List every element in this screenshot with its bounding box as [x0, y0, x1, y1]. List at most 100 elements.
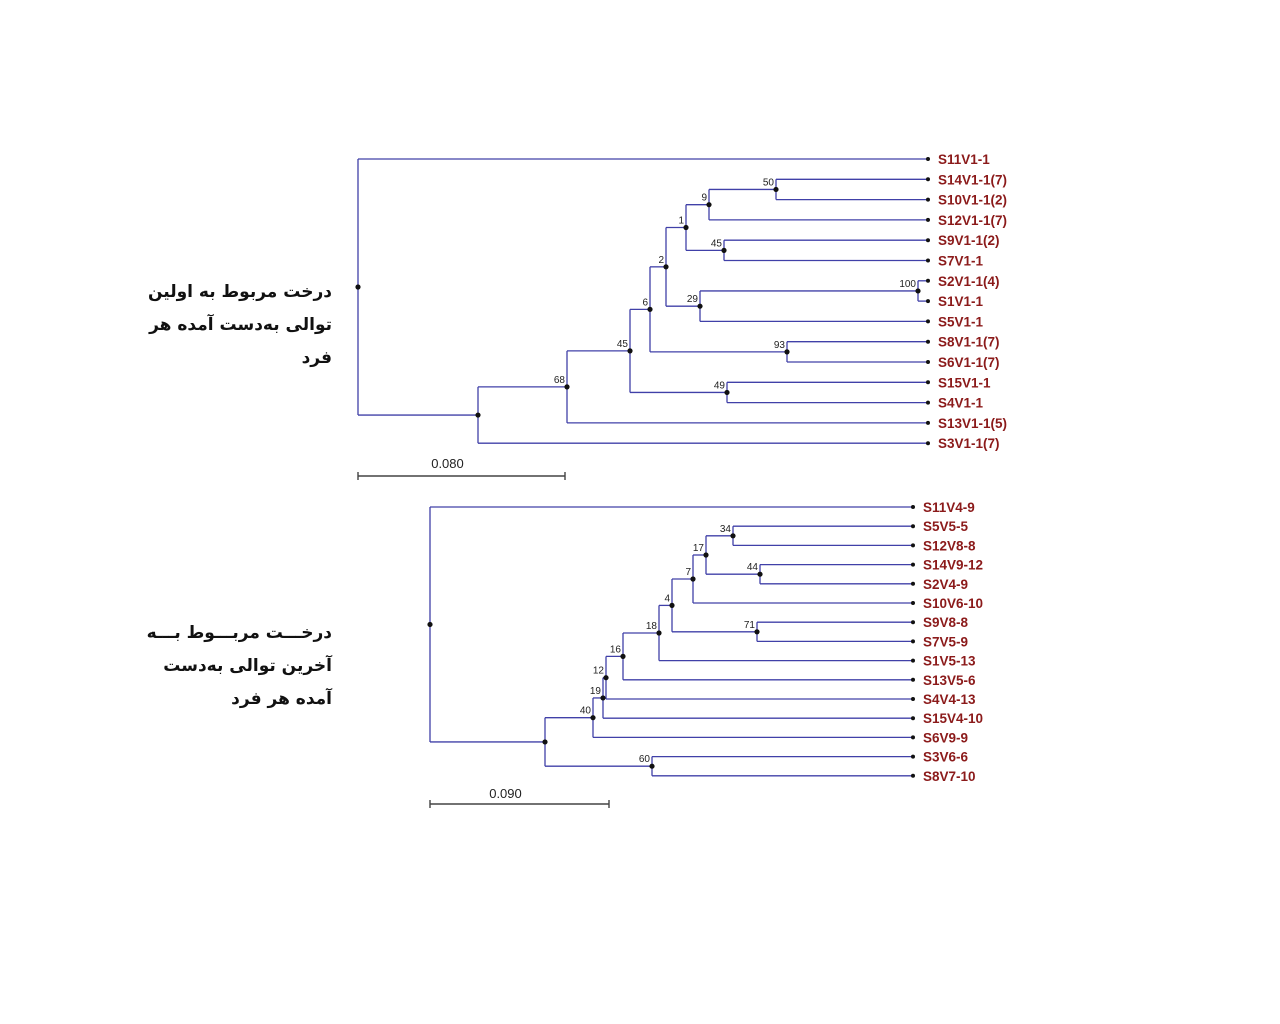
node-dot [590, 715, 596, 721]
leaf-label: S1V5-13 [923, 654, 976, 669]
leaf-label: S4V4-13 [923, 692, 976, 707]
leaf-dot [911, 677, 915, 682]
leaf-dot [911, 754, 915, 759]
leaf-dot [926, 217, 930, 222]
node-dot [690, 576, 696, 582]
node-dot [663, 264, 669, 270]
leaf-label: S4V1-1 [938, 396, 984, 411]
bootstrap-label: 16 [610, 644, 622, 655]
node-dot [754, 629, 760, 635]
leaf-dot [926, 400, 930, 405]
leaf-dot [911, 658, 915, 663]
bootstrap-label: 1 [678, 216, 684, 227]
leaf-label: S5V5-5 [923, 519, 969, 534]
bootstrap-label: 29 [687, 294, 699, 305]
leaf-dot [911, 562, 915, 567]
bootstrap-label: 68 [554, 375, 566, 386]
bootstrap-label: 71 [744, 620, 756, 631]
node-dot [757, 571, 763, 577]
leaf-label: S12V1-1(7) [938, 213, 1007, 228]
bootstrap-label: 45 [617, 339, 629, 350]
leaf-dot [911, 524, 915, 529]
leaf-label: S11V4-9 [923, 500, 975, 515]
leaf-label: S3V6-6 [923, 750, 969, 765]
scale-bar-label: 0.080 [431, 456, 464, 471]
bootstrap-label: 19 [590, 686, 602, 697]
leaf-label: S10V1-1(2) [938, 193, 1007, 208]
node-dot [669, 602, 675, 609]
leaf-label: S14V9-12 [923, 558, 983, 573]
leaf-label: S13V1-1(5) [938, 416, 1007, 431]
leaf-label: S6V1-1(7) [938, 355, 1000, 370]
bootstrap-label: 18 [646, 621, 658, 632]
bootstrap-label: 50 [763, 177, 775, 188]
leaf-label: S8V7-10 [923, 769, 976, 784]
node-dot [647, 306, 653, 312]
leaf-dot [911, 505, 915, 509]
tree-2-caption-line: آمده هر فرد [231, 689, 332, 709]
leaf-dot [926, 157, 930, 161]
node-dot [475, 412, 481, 418]
leaf-dot [911, 581, 915, 586]
tree-1-caption-line: توالی به‌دست آمده هر [149, 315, 332, 335]
leaf-label: S8V1-1(7) [938, 335, 1000, 350]
bootstrap-label: 12 [593, 666, 605, 677]
bootstrap-label: 17 [693, 543, 705, 554]
node-dot [915, 288, 921, 294]
scale-bar-label: 0.090 [489, 786, 522, 801]
leaf-label: S13V5-6 [923, 673, 976, 688]
leaf-dot [911, 620, 915, 625]
leaf-dot [926, 360, 930, 364]
tree-2-caption-line: آخرین توالی به‌دست [163, 656, 332, 676]
leaf-dot [911, 716, 915, 721]
bootstrap-label: 93 [774, 340, 786, 351]
leaf-label: S10V6-10 [923, 596, 983, 611]
bootstrap-label: 100 [899, 279, 916, 290]
node-dot [627, 348, 633, 354]
leaf-dot [911, 543, 915, 548]
leaf-label: S7V5-9 [923, 634, 968, 649]
leaf-dot [911, 773, 915, 778]
leaf-dot [926, 238, 930, 243]
leaf-dot [926, 177, 930, 182]
leaf-dot [926, 441, 930, 446]
node-dot [427, 621, 433, 628]
leaf-dot [926, 258, 930, 263]
bootstrap-label: 7 [685, 567, 691, 578]
leaf-dot [926, 278, 930, 283]
leaf-dot [926, 380, 930, 385]
node-dot [656, 630, 662, 636]
leaf-label: S2V4-9 [923, 577, 968, 592]
leaf-label: S15V1-1 [938, 375, 991, 390]
bootstrap-label: 34 [720, 524, 732, 535]
tree-2-caption-line: درخـــت مربـــوط بـــه [146, 623, 332, 643]
tree-1-caption-line: فرد [301, 348, 332, 368]
leaf-label: S12V8-8 [923, 538, 976, 553]
leaf-dot [911, 601, 915, 605]
bootstrap-label: 45 [711, 238, 723, 249]
node-dot [683, 224, 689, 231]
node-dot [724, 389, 730, 396]
leaf-label: S9V8-8 [923, 615, 969, 630]
leaf-dot [911, 735, 915, 740]
leaf-label: S15V4-10 [923, 711, 983, 726]
leaf-dot [926, 339, 930, 344]
node-dot [564, 384, 570, 390]
node-dot [355, 284, 361, 290]
node-dot [603, 675, 609, 681]
node-dot [697, 303, 703, 309]
leaf-label: S9V1-1(2) [938, 233, 1000, 248]
node-dot [773, 186, 779, 193]
bootstrap-label: 6 [642, 297, 648, 308]
leaf-dot [926, 319, 930, 324]
node-dot [600, 695, 606, 701]
bootstrap-label: 2 [658, 255, 664, 266]
leaf-label: S14V1-1(7) [938, 172, 1007, 187]
leaf-dot [926, 420, 930, 425]
leaf-label: S2V1-1(4) [938, 274, 1000, 289]
node-dot [649, 763, 655, 769]
node-dot [542, 739, 548, 745]
node-dot [703, 552, 709, 558]
leaf-label: S5V1-1 [938, 314, 984, 329]
